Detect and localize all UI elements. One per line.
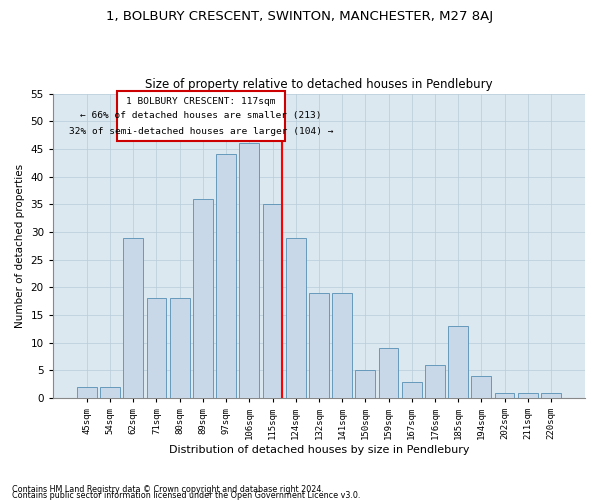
Bar (170, 298, 190, 398)
FancyBboxPatch shape (117, 91, 285, 140)
Bar (77, 387, 97, 398)
Bar (193, 199, 213, 398)
Bar (402, 382, 422, 398)
X-axis label: Distribution of detached houses by size in Pendlebury: Distribution of detached houses by size … (169, 445, 469, 455)
Bar (332, 293, 352, 398)
Bar (263, 204, 283, 398)
Bar (472, 376, 491, 398)
Bar (355, 370, 375, 398)
Text: 1, BOLBURY CRESCENT, SWINTON, MANCHESTER, M27 8AJ: 1, BOLBURY CRESCENT, SWINTON, MANCHESTER… (106, 10, 494, 23)
Bar (100, 387, 120, 398)
Text: Contains HM Land Registry data © Crown copyright and database right 2024.: Contains HM Land Registry data © Crown c… (12, 484, 324, 494)
Bar (518, 392, 538, 398)
Text: Contains public sector information licensed under the Open Government Licence v3: Contains public sector information licen… (12, 490, 361, 500)
Text: 32% of semi-detached houses are larger (104) →: 32% of semi-detached houses are larger (… (69, 127, 334, 136)
Bar (379, 348, 398, 398)
Bar (146, 298, 166, 398)
Bar (286, 238, 305, 398)
Bar (425, 365, 445, 398)
Text: 1 BOLBURY CRESCENT: 117sqm: 1 BOLBURY CRESCENT: 117sqm (127, 98, 276, 106)
Y-axis label: Number of detached properties: Number of detached properties (15, 164, 25, 328)
Bar (448, 326, 468, 398)
Bar (239, 144, 259, 398)
Text: ← 66% of detached houses are smaller (213): ← 66% of detached houses are smaller (21… (80, 111, 322, 120)
Bar (309, 293, 329, 398)
Bar (494, 392, 514, 398)
Title: Size of property relative to detached houses in Pendlebury: Size of property relative to detached ho… (145, 78, 493, 91)
Bar (216, 154, 236, 398)
Bar (124, 238, 143, 398)
Bar (541, 392, 561, 398)
